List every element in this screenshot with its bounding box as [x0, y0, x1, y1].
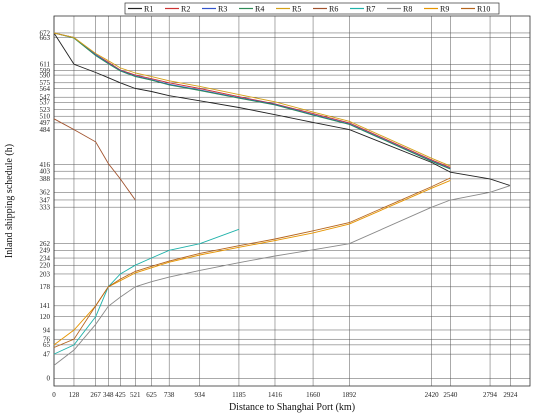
- y-tick-label: 203: [40, 270, 51, 278]
- series-layer: [53, 32, 511, 366]
- y-tick-label: 564: [40, 85, 51, 93]
- legend-label-r1: R1: [144, 5, 153, 14]
- x-tick-label: 934: [195, 391, 206, 399]
- legend-label-r4: R4: [255, 5, 264, 14]
- y-tick-label: 76: [43, 336, 51, 344]
- legend-label-r2: R2: [181, 5, 190, 14]
- x-tick-label: 128: [69, 391, 80, 399]
- series-line-r10: [53, 177, 451, 348]
- y-tick-label: 547: [40, 93, 51, 101]
- y-tick-label: 47: [43, 350, 51, 358]
- x-tick-label: 348: [103, 391, 114, 399]
- y-tick-label: 120: [40, 313, 51, 321]
- y-tick-label: 178: [40, 283, 51, 291]
- x-tick-label: 625: [146, 391, 157, 399]
- y-axis-title: Inland shipping schedule (h): [4, 144, 15, 258]
- y-tick-label: 611: [40, 61, 51, 69]
- y-tick-label: 141: [40, 302, 51, 310]
- y-tick-label: 416: [40, 161, 51, 169]
- x-tick-label: 2794: [483, 391, 498, 399]
- series-line-r4: [53, 32, 451, 170]
- y-tick-label: 672: [40, 29, 51, 37]
- x-tick-label: 2420: [425, 391, 440, 399]
- legend-box: [124, 2, 500, 15]
- x-tick-label: 267: [90, 391, 101, 399]
- series-line-r7: [53, 228, 240, 355]
- y-tick-label: 403: [40, 167, 51, 175]
- series-line-r8: [53, 185, 511, 366]
- legend-label-r10: R10: [477, 5, 490, 14]
- x-axis-title: Distance to Shanghai Port (km): [229, 402, 355, 413]
- legend-label-r3: R3: [218, 5, 227, 14]
- y-tick-label: 663: [40, 34, 51, 42]
- x-tick-label: 0: [52, 391, 56, 399]
- legend-label-r6: R6: [329, 5, 338, 14]
- y-tick-label: 497: [40, 119, 51, 127]
- x-tick-label: 1892: [342, 391, 357, 399]
- y-tick-label: 590: [40, 71, 51, 79]
- y-tick-label: 220: [40, 262, 51, 270]
- series-line-r6: [53, 118, 136, 201]
- x-tick-label: 738: [164, 391, 175, 399]
- y-tick-label: 94: [43, 326, 51, 334]
- y-tick-label: 575: [40, 79, 51, 87]
- series-line-r1: [53, 32, 511, 187]
- series-line-r9: [53, 179, 451, 346]
- y-tick-label: 362: [40, 189, 51, 197]
- y-tick-label: 388: [40, 175, 51, 183]
- y-tick-label: 537: [40, 99, 51, 107]
- legend: R1 R2 R3 R4 R5 R6 R7 R8 R9 R10: [124, 2, 500, 15]
- x-tick-label: 1660: [306, 391, 321, 399]
- legend-label-r8: R8: [403, 5, 412, 14]
- y-tick-label: 523: [40, 106, 51, 114]
- y-tick-label: 262: [40, 240, 51, 248]
- x-tick-label: 1416: [268, 391, 283, 399]
- legend-label-r9: R9: [440, 5, 449, 14]
- legend-label-r5: R5: [292, 5, 301, 14]
- legend-label-r7: R7: [366, 5, 375, 14]
- series-line-r3: [53, 32, 451, 170]
- plot-frame: [53, 15, 531, 387]
- x-tick-label: 425: [115, 391, 126, 399]
- y-tick-label: 599: [40, 67, 51, 75]
- y-tick-label: 65: [43, 341, 51, 349]
- y-tick-label: 510: [40, 113, 51, 121]
- x-tick-label: 2924: [503, 391, 518, 399]
- x-tick-label: 521: [130, 391, 141, 399]
- series-line-r5: [53, 32, 451, 167]
- grid-layer: [53, 16, 530, 386]
- y-tick-label: 234: [40, 254, 51, 262]
- x-tick-label: 2540: [443, 391, 458, 399]
- y-tick-label: 249: [40, 247, 51, 255]
- x-tick-label: 1185: [232, 391, 246, 399]
- y-tick-label: 0: [47, 375, 51, 383]
- y-tick-label: 333: [40, 203, 51, 211]
- y-tick-label: 347: [40, 196, 51, 204]
- tick-layer: 0 128 267 348 425 521 625 738 934 1185 1416 1660 189…: [40, 29, 518, 399]
- y-tick-label: 484: [40, 126, 51, 134]
